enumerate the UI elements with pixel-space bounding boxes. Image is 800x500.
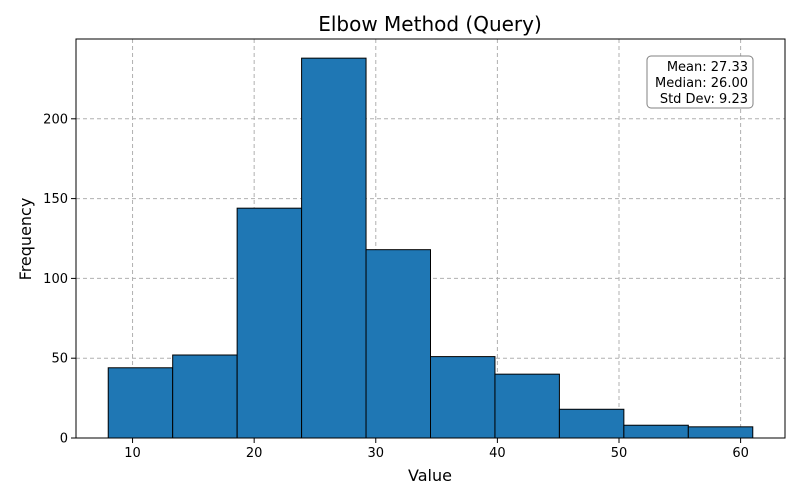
x-tick-label: 40 (489, 446, 506, 461)
y-tick-label: 150 (43, 192, 68, 207)
y-axis-title: Frequency (16, 198, 35, 281)
stats-median: Median: 26.00 (655, 76, 748, 91)
chart-title: Elbow Method (Query) (318, 12, 542, 36)
histogram-bars (107, 57, 754, 439)
x-tick-label: 30 (368, 446, 385, 461)
histogram-bar (687, 426, 754, 439)
histogram-bar (558, 408, 625, 439)
stats-mean: Mean: 27.33 (667, 60, 748, 75)
histogram-bar (623, 424, 689, 439)
histogram-bar (494, 373, 560, 439)
tick-marks: 10 20 30 40 50 60 0 50 100 150 200 (43, 112, 749, 461)
histogram-bar (107, 367, 174, 439)
x-tick-label: 20 (246, 446, 263, 461)
x-tick-label: 50 (611, 446, 628, 461)
y-tick-label: 0 (60, 432, 68, 447)
histogram-bar (430, 356, 496, 439)
y-tick-label: 200 (43, 112, 68, 127)
histogram-bar (236, 207, 303, 439)
stats-std-dev: Std Dev: 9.23 (660, 92, 748, 107)
x-axis-title: Value (408, 466, 452, 485)
x-tick-label: 10 (124, 446, 141, 461)
y-tick-label: 50 (51, 352, 68, 367)
histogram-bar (365, 249, 431, 439)
stats-box: Mean: 27.33 Median: 26.00 Std Dev: 9.23 (646, 55, 754, 109)
histogram-bar (172, 354, 238, 439)
y-tick-label: 100 (43, 272, 68, 287)
plot-border (75, 38, 786, 439)
plot-frame (75, 38, 786, 439)
stats-box-background (646, 55, 754, 109)
x-tick-label: 60 (732, 446, 749, 461)
histogram-bar (301, 57, 367, 439)
